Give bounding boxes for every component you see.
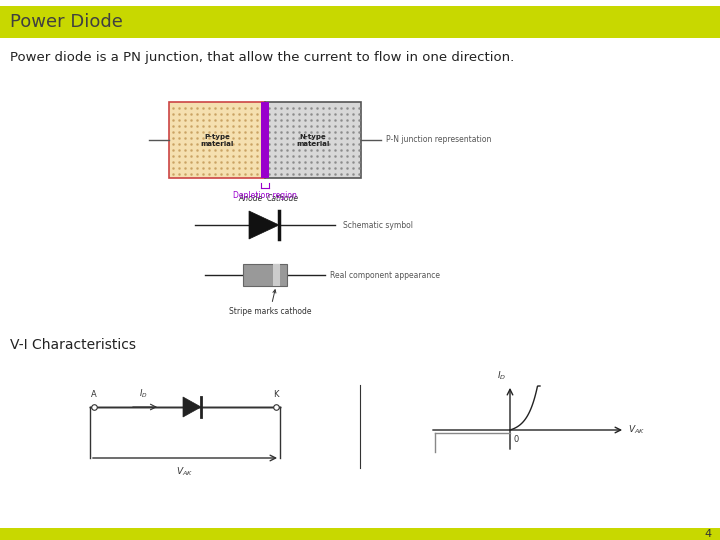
- Text: $I_D$: $I_D$: [497, 369, 506, 382]
- Text: 4: 4: [705, 529, 712, 539]
- Polygon shape: [183, 397, 201, 417]
- Text: $V_{AK}$: $V_{AK}$: [628, 424, 645, 436]
- Text: Schematic symbol: Schematic symbol: [343, 220, 413, 230]
- Text: $V_{AK}$: $V_{AK}$: [176, 465, 194, 477]
- FancyBboxPatch shape: [0, 6, 720, 38]
- Text: Real component appearance: Real component appearance: [330, 271, 440, 280]
- Text: K: K: [274, 390, 279, 399]
- Text: Anode: Anode: [239, 194, 264, 203]
- FancyBboxPatch shape: [265, 102, 361, 178]
- FancyBboxPatch shape: [169, 102, 265, 178]
- Polygon shape: [249, 211, 279, 239]
- Text: V-I Characteristics: V-I Characteristics: [10, 338, 136, 352]
- Text: P-type
material: P-type material: [200, 133, 234, 146]
- Text: P-N junction representation: P-N junction representation: [386, 136, 491, 145]
- Text: Depletion region: Depletion region: [233, 191, 297, 200]
- Text: Stripe marks cathode: Stripe marks cathode: [229, 290, 311, 316]
- FancyBboxPatch shape: [243, 264, 287, 286]
- FancyBboxPatch shape: [261, 102, 269, 178]
- Text: $I_D$: $I_D$: [139, 388, 148, 400]
- Text: Power diode is a PN junction, that allow the current to flow in one direction.: Power diode is a PN junction, that allow…: [10, 51, 514, 64]
- Text: N-type
material: N-type material: [297, 133, 330, 146]
- Text: 0: 0: [513, 435, 518, 444]
- FancyBboxPatch shape: [273, 264, 280, 286]
- FancyBboxPatch shape: [0, 528, 720, 540]
- Text: Cathode: Cathode: [267, 194, 299, 203]
- Text: A: A: [91, 390, 97, 399]
- Text: Power Diode: Power Diode: [10, 13, 123, 31]
